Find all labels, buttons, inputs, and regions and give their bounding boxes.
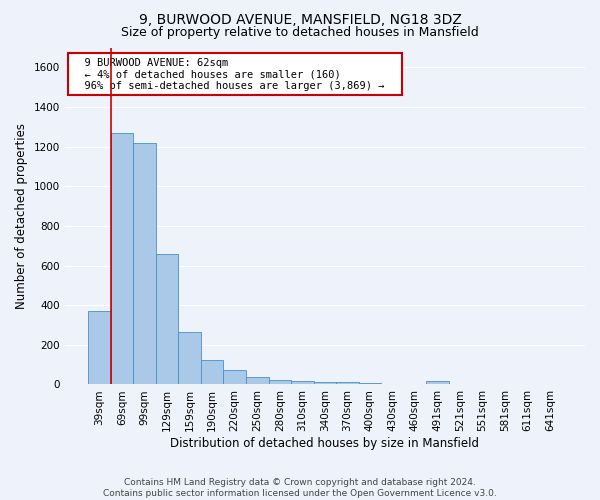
Bar bbox=[156, 254, 178, 384]
Bar bbox=[359, 383, 381, 384]
Bar bbox=[178, 332, 201, 384]
Bar bbox=[246, 376, 269, 384]
X-axis label: Distribution of detached houses by size in Mansfield: Distribution of detached houses by size … bbox=[170, 437, 479, 450]
Text: 9, BURWOOD AVENUE, MANSFIELD, NG18 3DZ: 9, BURWOOD AVENUE, MANSFIELD, NG18 3DZ bbox=[139, 12, 461, 26]
Bar bbox=[133, 142, 156, 384]
Bar bbox=[426, 381, 449, 384]
Bar bbox=[223, 370, 246, 384]
Bar bbox=[291, 381, 314, 384]
Bar bbox=[201, 360, 223, 384]
Text: Size of property relative to detached houses in Mansfield: Size of property relative to detached ho… bbox=[121, 26, 479, 39]
Bar bbox=[269, 380, 291, 384]
Y-axis label: Number of detached properties: Number of detached properties bbox=[15, 123, 28, 309]
Bar bbox=[111, 132, 133, 384]
Bar bbox=[314, 382, 336, 384]
Text: 9 BURWOOD AVENUE: 62sqm
  ← 4% of detached houses are smaller (160)
  96% of sem: 9 BURWOOD AVENUE: 62sqm ← 4% of detached… bbox=[73, 58, 397, 91]
Bar bbox=[336, 382, 359, 384]
Text: Contains HM Land Registry data © Crown copyright and database right 2024.
Contai: Contains HM Land Registry data © Crown c… bbox=[103, 478, 497, 498]
Bar bbox=[88, 311, 111, 384]
